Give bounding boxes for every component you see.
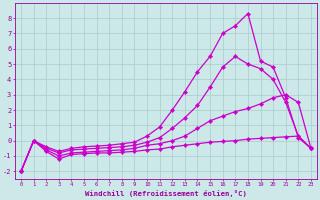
X-axis label: Windchill (Refroidissement éolien,°C): Windchill (Refroidissement éolien,°C) [85,190,247,197]
